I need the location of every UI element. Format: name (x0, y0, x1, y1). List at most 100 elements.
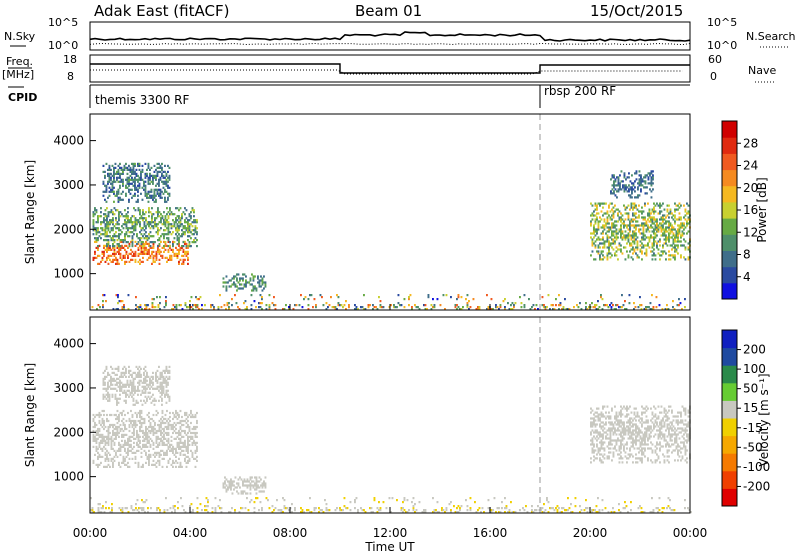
echo-cell (300, 507, 302, 510)
echo-cell (193, 221, 195, 224)
echo-cell (162, 186, 165, 189)
echo-cell (167, 250, 170, 253)
echo-cell (605, 423, 607, 426)
echo-cell (107, 381, 109, 384)
echo-cell (133, 423, 135, 427)
echo-cell (155, 200, 157, 203)
echo-cell (147, 391, 150, 394)
echo-cell (309, 511, 311, 514)
echo-cell (677, 449, 679, 452)
echo-cell (137, 178, 139, 181)
echo-cell (648, 230, 651, 233)
echo-cell (612, 304, 614, 307)
echo-cell (233, 488, 235, 491)
echo-cell (605, 212, 607, 215)
echo-cell (104, 184, 106, 187)
echo-cell (97, 219, 99, 222)
echo-cell (128, 227, 131, 230)
echo-cell (95, 429, 98, 433)
echo-cell (140, 244, 143, 247)
echo-cell (118, 417, 120, 421)
echo-cell (644, 443, 646, 446)
echo-cell (254, 482, 256, 485)
echo-cell (152, 241, 155, 244)
echo-cell (143, 250, 146, 253)
echo-cell (178, 443, 180, 446)
echo-cell (650, 190, 653, 193)
echo-cell (137, 248, 140, 251)
echo-cell (163, 509, 166, 512)
echo-cell (152, 235, 155, 238)
echo-cell (255, 497, 257, 500)
echo-cell (674, 258, 676, 261)
echo-cell (135, 507, 137, 510)
beam-title: Beam 01 (355, 2, 422, 20)
echo-cell (659, 461, 661, 464)
echo-cell (612, 224, 615, 227)
echo-cell (613, 182, 615, 185)
echo-cell (170, 256, 173, 259)
echo-cell (606, 455, 609, 458)
echo-cell (190, 215, 192, 218)
echo-cell (181, 235, 183, 238)
echo-cell (105, 188, 108, 191)
echo-cell (599, 242, 601, 245)
echo-cell (640, 176, 642, 179)
echo-cell (163, 441, 165, 444)
echo-cell (138, 379, 141, 382)
echo-cell (241, 507, 244, 510)
echo-cell (143, 421, 146, 425)
echo-cell (124, 457, 126, 460)
echo-cell (166, 453, 168, 456)
echo-cell (629, 208, 631, 211)
echo-cell (109, 211, 111, 214)
echo-cell (164, 395, 166, 398)
echo-cell (201, 509, 203, 512)
echo-cell (668, 423, 670, 426)
echo-cell (196, 239, 198, 242)
echo-cell (120, 371, 123, 374)
echo-cell (411, 501, 413, 504)
echo-cell (107, 463, 110, 466)
echo-cell (167, 192, 169, 195)
echo-cell (502, 300, 505, 303)
echo-cell (137, 174, 139, 177)
echo-cell (142, 445, 144, 448)
echo-cell (648, 236, 651, 239)
echo-cell (644, 411, 646, 414)
echo-cell (115, 435, 117, 438)
echo-cell (665, 226, 667, 229)
echo-cell (632, 433, 634, 436)
echo-cell (633, 204, 636, 207)
echo-cell (140, 451, 143, 454)
echo-cell (136, 449, 138, 452)
echo-cell (684, 306, 686, 309)
echo-cell (619, 188, 621, 191)
echo-cell (638, 204, 640, 207)
echo-cell (127, 215, 129, 218)
echo-cell (243, 480, 246, 483)
echo-cell (596, 206, 598, 209)
echo-cell (196, 511, 199, 514)
echo-cell (250, 294, 253, 297)
echo-cell (599, 423, 601, 426)
echo-cell (140, 455, 143, 458)
echo-cell (639, 429, 642, 432)
echo-cell (106, 437, 108, 440)
echo-cell (248, 484, 250, 487)
echo-cell (137, 385, 139, 388)
echo-cell (146, 397, 148, 400)
echo-cell (450, 296, 452, 299)
echo-cell (674, 244, 676, 247)
echo-cell (195, 306, 197, 309)
echo-cell (166, 465, 168, 468)
echo-cell (418, 308, 421, 311)
echo-cell (129, 166, 132, 169)
echo-cell (104, 244, 107, 247)
echo-cell (103, 423, 105, 427)
echo-cell (104, 453, 107, 456)
echo-cell (122, 421, 125, 425)
echo-cell (611, 184, 614, 187)
echo-cell (119, 229, 122, 232)
echo-cell (609, 423, 612, 426)
